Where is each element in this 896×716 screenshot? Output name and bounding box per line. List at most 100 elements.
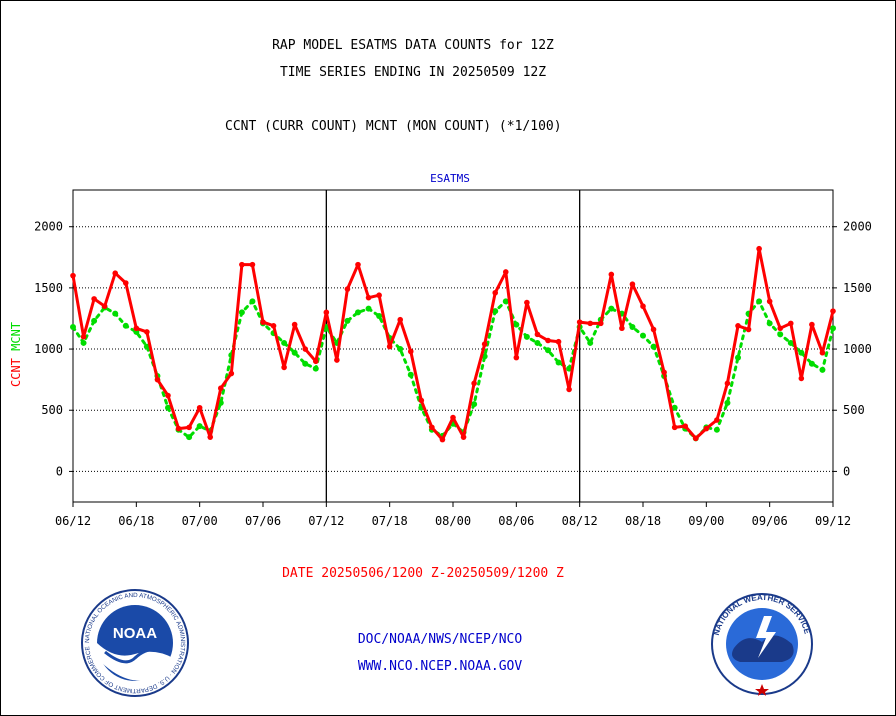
point-ccnt	[545, 337, 551, 344]
point-ccnt	[460, 434, 467, 440]
series-line-ccnt	[71, 247, 835, 442]
point-ccnt	[703, 425, 710, 432]
point-ccnt	[175, 425, 182, 432]
point-mcnt	[640, 332, 646, 339]
point-mcnt	[112, 310, 119, 317]
point-ccnt	[650, 326, 657, 333]
point-mcnt	[534, 339, 541, 346]
point-mcnt	[397, 346, 404, 353]
point-mcnt	[502, 298, 509, 305]
point-mcnt	[122, 322, 129, 329]
point-ccnt	[745, 326, 752, 333]
point-ccnt	[302, 346, 309, 352]
point-ccnt	[692, 435, 699, 442]
point-ccnt	[207, 434, 214, 440]
point-ccnt	[587, 320, 594, 327]
nws-logo-icon: NATIONAL WEATHER SERVICE	[711, 593, 813, 696]
point-ccnt	[714, 417, 720, 423]
point-mcnt	[724, 399, 731, 406]
chart-title-line1: RAP MODEL ESATMS DATA COUNTS for 12Z	[272, 38, 554, 53]
point-ccnt	[239, 261, 245, 268]
point-ccnt	[566, 386, 572, 393]
point-ccnt	[735, 323, 741, 329]
panel-label: ESATMS	[430, 172, 470, 185]
point-mcnt	[756, 298, 763, 305]
y-tick-label-right: 500	[843, 403, 865, 417]
y-tick-label-left: 1500	[34, 281, 63, 295]
x-tick-label: 07/12	[308, 514, 344, 528]
point-ccnt	[787, 320, 794, 327]
point-mcnt	[249, 298, 256, 305]
point-ccnt	[186, 424, 192, 431]
x-tick-label: 09/06	[752, 514, 788, 528]
point-ccnt	[260, 319, 266, 325]
point-ccnt	[91, 296, 97, 302]
point-ccnt	[492, 289, 499, 296]
point-ccnt	[122, 280, 129, 286]
point-ccnt	[291, 321, 298, 328]
point-ccnt	[376, 292, 382, 299]
point-mcnt	[808, 360, 815, 367]
y-tick-label-left: 0	[56, 464, 63, 478]
y-tick-label-left: 2000	[34, 220, 63, 234]
point-ccnt	[809, 321, 815, 328]
point-mcnt	[238, 309, 245, 316]
point-mcnt	[566, 365, 573, 372]
point-ccnt	[555, 338, 562, 345]
point-ccnt	[671, 424, 678, 431]
point-ccnt	[407, 348, 414, 355]
point-mcnt	[830, 325, 836, 332]
chart-subtitle: CCNT (CURR COUNT) MCNT (MON COUNT) (*1/1…	[225, 119, 562, 134]
point-mcnt	[186, 434, 193, 441]
point-mcnt	[165, 404, 171, 411]
x-tick-label: 09/12	[815, 514, 851, 528]
point-ccnt	[80, 334, 87, 340]
point-mcnt	[376, 313, 383, 320]
point-mcnt	[302, 360, 309, 367]
point-mcnt	[523, 333, 530, 340]
point-mcnt	[365, 305, 372, 312]
point-mcnt	[735, 354, 741, 361]
x-tick-label: 09/00	[688, 514, 724, 528]
point-mcnt	[713, 426, 720, 433]
y-axis-label: CCNT MCNT	[9, 322, 23, 387]
point-ccnt	[70, 272, 76, 279]
point-mcnt	[196, 423, 203, 430]
point-ccnt	[196, 404, 203, 411]
point-mcnt	[766, 320, 773, 327]
point-ccnt	[502, 269, 509, 275]
point-ccnt	[798, 375, 805, 382]
point-mcnt	[787, 339, 794, 346]
point-mcnt	[91, 317, 98, 324]
point-ccnt	[429, 424, 435, 431]
y-tick-label-right: 1500	[843, 281, 872, 295]
point-ccnt	[439, 436, 446, 443]
point-ccnt	[724, 380, 731, 387]
y-axis-label-ccnt: CCNT	[9, 351, 23, 387]
point-ccnt	[608, 271, 615, 278]
x-tick-label: 07/00	[182, 514, 218, 528]
point-ccnt	[513, 354, 520, 361]
point-mcnt	[671, 404, 678, 411]
y-tick-label-right: 2000	[843, 220, 872, 234]
point-ccnt	[386, 343, 393, 350]
point-ccnt	[217, 385, 224, 392]
point-ccnt	[777, 325, 784, 332]
point-mcnt	[819, 366, 826, 373]
point-ccnt	[576, 319, 583, 325]
point-ccnt	[355, 261, 361, 268]
point-mcnt	[312, 365, 319, 372]
x-tick-label: 08/12	[562, 514, 598, 528]
point-ccnt	[418, 397, 425, 404]
point-mcnt	[777, 331, 784, 338]
point-mcnt	[492, 308, 499, 315]
point-mcnt	[344, 317, 351, 324]
footer-url: WWW.NCO.NCEP.NOAA.GOV	[357, 659, 523, 674]
x-tick-label: 06/18	[118, 514, 154, 528]
point-ccnt	[766, 298, 773, 305]
point-ccnt	[534, 331, 541, 338]
point-mcnt	[355, 309, 361, 316]
plot-border	[72, 189, 834, 503]
point-ccnt	[450, 414, 456, 421]
y-tick-label-left: 1000	[34, 342, 63, 356]
